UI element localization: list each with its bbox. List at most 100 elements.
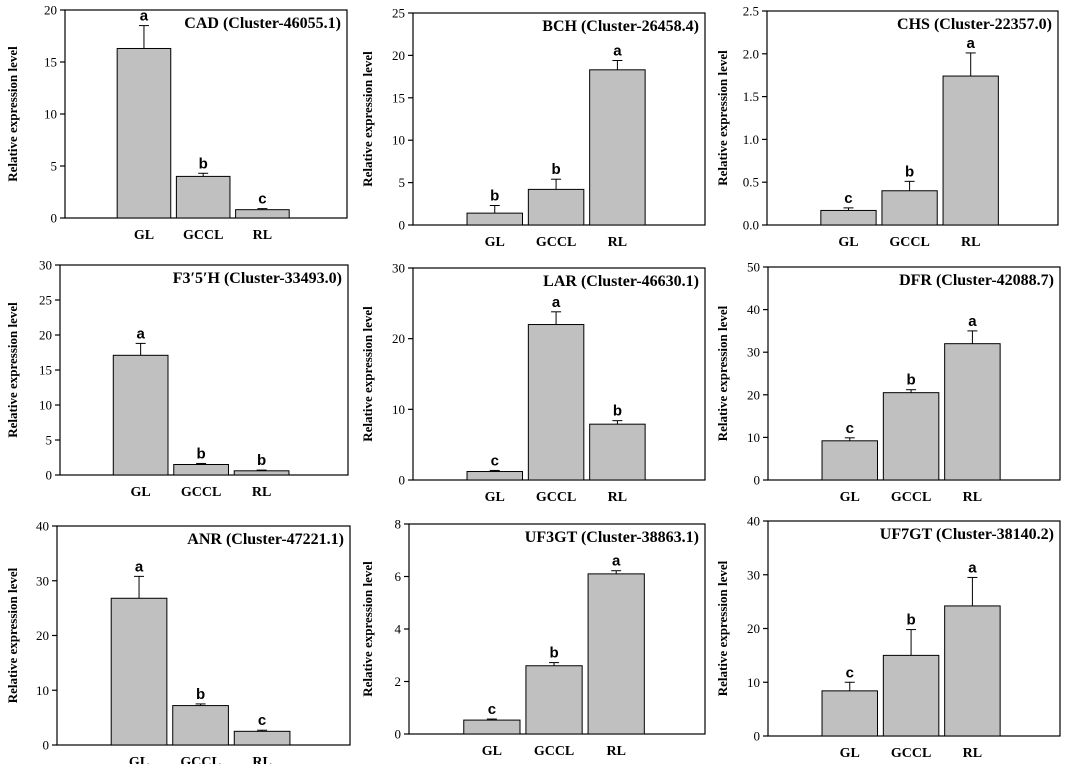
significance-letter: b — [199, 155, 208, 172]
x-tick-label: GCCL — [181, 485, 221, 500]
significance-letter: b — [257, 452, 266, 469]
chart-panel-3: 0 5 10 15 20 25 30 Relative expression level F3′… — [5, 258, 349, 500]
bar-gccl — [527, 188, 585, 226]
x-tick-label: RL — [252, 755, 271, 764]
chart-title: CHS (Cluster-22357.0) — [897, 16, 1052, 33]
x-tick-label: RL — [963, 490, 982, 505]
x-tick-label: GL — [840, 746, 860, 761]
y-tick-label: 15 — [44, 55, 57, 70]
y-tick-label: 0 — [399, 473, 406, 488]
y-tick-label: 0 — [43, 738, 50, 753]
y-tick-label: 2.0 — [743, 46, 759, 61]
y-tick-label: 0 — [754, 473, 761, 488]
y-axis-label: Relative expression level — [5, 302, 20, 438]
significance-letter: c — [258, 191, 266, 208]
y-axis-label: Relative expression level — [5, 567, 20, 703]
x-tick-label: GL — [485, 490, 505, 505]
bar-rl — [944, 343, 1001, 481]
x-tick-label: GCCL — [891, 746, 931, 761]
significance-letter: c — [846, 420, 854, 437]
bar-gccl — [882, 392, 940, 481]
x-tick-label: GCCL — [183, 228, 223, 243]
x-tick-label: GL — [134, 228, 154, 243]
chart-title: UF7GT (Cluster-38140.2) — [880, 526, 1054, 543]
y-tick-label: 1.0 — [743, 132, 759, 147]
significance-letter: c — [491, 452, 499, 469]
y-tick-label: 50 — [747, 260, 760, 275]
bar-gl — [466, 212, 523, 226]
bar-gccl — [172, 705, 229, 746]
y-tick-label: 10 — [36, 683, 49, 698]
significance-letter: a — [968, 313, 977, 330]
chart-panel-8: 0 10 20 30 40 Relative expression level UF7GT … — [715, 514, 1061, 761]
significance-letter: b — [551, 161, 560, 178]
y-tick-label: 10 — [747, 430, 760, 445]
y-tick-label: 5 — [399, 175, 406, 190]
y-tick-label: 20 — [747, 621, 760, 636]
significance-letter: b — [549, 645, 558, 662]
chart-panel-5: 0 10 20 30 40 50 Relative expression level DFR … — [715, 260, 1061, 505]
significance-letter: c — [846, 664, 854, 681]
y-tick-label: 10 — [747, 675, 760, 690]
y-tick-label: 6 — [395, 569, 402, 584]
y-tick-label: 10 — [39, 398, 52, 413]
significance-letter: c — [258, 712, 266, 729]
plot-frame — [59, 264, 349, 476]
y-tick-label: 20 — [39, 328, 52, 343]
y-tick-label: 10 — [392, 402, 405, 417]
y-tick-label: 30 — [392, 261, 405, 276]
bar-rl — [233, 730, 291, 746]
chart-panel-4: 0 10 20 30 Relative expression level LAR (Clu… — [360, 261, 706, 505]
y-tick-label: 8 — [395, 517, 402, 532]
y-tick-label: 0 — [51, 211, 58, 226]
chart-panel-0: 0 5 10 15 20 Relative expression level CAD (Cl… — [5, 3, 348, 243]
chart-title: DFR (Cluster-42088.7) — [899, 272, 1054, 289]
y-tick-label: 15 — [39, 363, 52, 378]
bar-gl — [112, 354, 169, 476]
x-tick-label: GCCL — [534, 744, 574, 759]
significance-letter: a — [968, 559, 977, 576]
bar-gccl — [525, 665, 583, 735]
y-tick-label: 0.5 — [743, 175, 759, 190]
chart-panel-1: 0 5 10 15 20 25 Relative expression level BCH (… — [360, 6, 706, 250]
y-axis-label: Relative expression level — [360, 51, 375, 187]
y-axis-label: Relative expression level — [715, 50, 730, 186]
x-tick-label: RL — [963, 746, 982, 761]
significance-letter: b — [905, 163, 914, 180]
x-tick-label: RL — [253, 228, 272, 243]
chart-title: UF3GT (Cluster-38863.1) — [525, 529, 699, 546]
significance-letter: a — [135, 558, 144, 575]
bar-rl — [233, 470, 290, 476]
x-tick-label: GL — [838, 235, 858, 250]
x-tick-label: GCCL — [180, 755, 220, 764]
bar-gccl — [881, 190, 938, 226]
y-axis-label: Relative expression level — [360, 306, 375, 442]
bar-gl — [110, 597, 168, 746]
y-tick-label: 2 — [395, 674, 402, 689]
significance-letter: b — [906, 612, 915, 629]
x-tick-label: RL — [608, 235, 627, 250]
y-tick-label: 20 — [747, 387, 760, 402]
y-tick-label: 20 — [392, 48, 405, 63]
significance-letter: a — [967, 35, 976, 52]
bar-gl — [820, 209, 877, 226]
chart-title: BCH (Cluster-26458.4) — [542, 18, 699, 35]
y-tick-label: 5 — [46, 433, 53, 448]
x-tick-label: GL — [482, 744, 502, 759]
significance-letter: c — [488, 701, 496, 718]
significance-letter: b — [906, 372, 915, 389]
chart-title: CAD (Cluster-46055.1) — [184, 15, 341, 32]
y-tick-label: 0 — [754, 729, 761, 744]
bar-gccl — [175, 175, 231, 219]
x-tick-label: GCCL — [889, 235, 929, 250]
y-axis-label: Relative expression level — [715, 305, 730, 441]
y-tick-label: 0 — [399, 218, 406, 233]
y-tick-label: 0 — [46, 468, 53, 483]
significance-letter: c — [844, 190, 852, 207]
y-tick-label: 1.5 — [743, 89, 759, 104]
y-tick-label: 25 — [39, 293, 52, 308]
bar-gl — [821, 690, 878, 737]
y-tick-label: 40 — [747, 514, 760, 529]
y-tick-label: 30 — [747, 345, 760, 360]
significance-letter: b — [490, 187, 499, 204]
